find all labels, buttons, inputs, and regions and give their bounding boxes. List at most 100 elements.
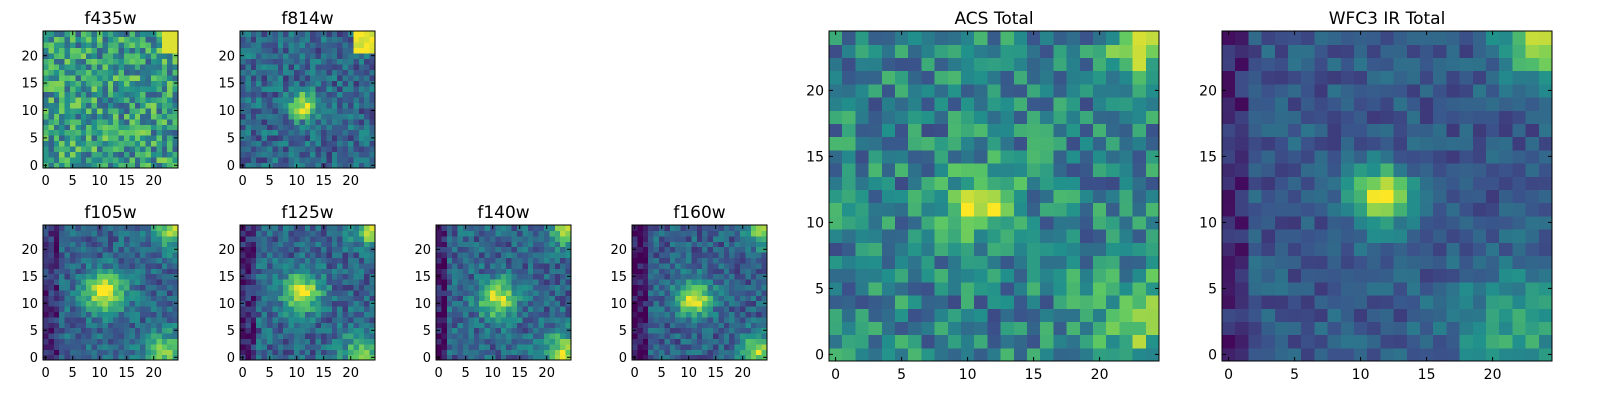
heatmap-cell: [118, 36, 125, 43]
heatmap-cell: [734, 252, 741, 258]
heatmap-cell: [288, 289, 295, 296]
heatmap-cell: [53, 252, 60, 258]
heatmap-cell: [113, 311, 120, 318]
heatmap-cell: [250, 36, 257, 43]
heatmap-cell: [1093, 229, 1107, 243]
heatmap-cell: [549, 354, 556, 361]
heatmap-cell: [1420, 321, 1434, 336]
heatmap-cell: [364, 225, 371, 231]
heatmap-cell: [549, 311, 556, 318]
heatmap-cell: [59, 102, 66, 109]
y-tick-label: 10: [414, 297, 431, 312]
heatmap-cell: [59, 338, 66, 345]
heatmap-cell: [250, 268, 257, 275]
heatmap-cell: [348, 36, 354, 43]
heatmap-cell: [484, 252, 491, 258]
heatmap-cell: [1301, 149, 1315, 164]
heatmap-cell: [261, 31, 268, 38]
heatmap-cell: [1446, 176, 1461, 190]
heatmap-cell: [1472, 229, 1487, 243]
heatmap-cell: [1027, 215, 1041, 230]
heatmap-cell: [1459, 334, 1474, 349]
heatmap-cell: [107, 279, 114, 285]
heatmap-cell: [97, 146, 103, 153]
heatmap-cell: [272, 52, 279, 59]
heatmap-cell: [1093, 255, 1107, 270]
heatmap-cell: [310, 52, 317, 59]
heatmap-cell: [533, 284, 540, 291]
heatmap-cell: [91, 107, 98, 114]
heatmap-cell: [102, 327, 109, 334]
heatmap-cell: [560, 268, 567, 275]
heatmap-cell: [97, 41, 103, 49]
heatmap-cell: [59, 230, 66, 237]
heatmap-cell: [934, 189, 949, 204]
heatmap-cell: [364, 52, 371, 59]
heatmap-cell: [240, 140, 246, 147]
heatmap-cell: [734, 327, 741, 334]
heatmap-cell: [91, 262, 98, 269]
heatmap-cell: [1145, 268, 1160, 283]
heatmap-cell: [337, 146, 344, 153]
heatmap-cell: [156, 162, 163, 169]
heatmap-cell: [527, 333, 534, 339]
heatmap-cell: [538, 262, 545, 269]
heatmap-cell: [267, 311, 273, 318]
heatmap-cell: [267, 289, 273, 296]
heatmap-cell: [1053, 176, 1068, 190]
heatmap-cell: [315, 268, 322, 275]
heatmap-cell: [713, 300, 719, 307]
heatmap-cell: [756, 268, 763, 275]
heatmap-cell: [468, 241, 475, 248]
heatmap-cell: [102, 52, 109, 59]
heatmap-cell: [358, 91, 365, 98]
heatmap-cell: [473, 268, 480, 275]
heatmap-cell: [134, 333, 141, 339]
heatmap-cell: [358, 140, 365, 147]
heatmap-cell: [565, 235, 572, 242]
heatmap-cell: [70, 279, 76, 285]
heatmap-cell: [1132, 295, 1147, 309]
heatmap-cell: [294, 47, 300, 54]
heatmap-cell: [1235, 149, 1249, 164]
heatmap-cell: [167, 107, 174, 114]
heatmap-cell: [91, 140, 98, 147]
heatmap-cell: [522, 268, 529, 275]
heatmap-cell: [538, 257, 545, 264]
heatmap-cell: [637, 257, 644, 264]
heatmap-cell: [53, 151, 60, 158]
heatmap-cell: [156, 91, 163, 98]
heatmap-cell: [315, 91, 322, 98]
heatmap-cell: [1274, 215, 1289, 230]
heatmap-cell: [1132, 242, 1147, 256]
heatmap-cell: [713, 338, 719, 345]
heatmap-cell: [172, 257, 179, 264]
heatmap-cell: [283, 52, 290, 59]
heatmap-cell: [97, 113, 103, 120]
heatmap-cell: [70, 273, 76, 280]
heatmap-cell: [342, 85, 349, 92]
heatmap-cell: [669, 279, 676, 285]
heatmap-cell: [473, 327, 480, 334]
heatmap-cell: [881, 31, 896, 45]
heatmap-cell: [364, 157, 371, 164]
heatmap-cell: [1093, 83, 1107, 98]
heatmap-cell: [288, 135, 295, 142]
heatmap-cell: [331, 284, 338, 291]
heatmap-cell: [740, 241, 746, 248]
heatmap-cell: [463, 316, 469, 323]
heatmap-cell: [1459, 268, 1474, 283]
heatmap-cell: [304, 162, 311, 169]
heatmap-cell: [337, 235, 344, 242]
heatmap-cell: [691, 273, 698, 280]
heatmap-cell: [97, 333, 103, 339]
heatmap-cell: [288, 230, 295, 237]
heatmap-cell: [86, 273, 93, 280]
heatmap-cell: [353, 338, 360, 345]
heatmap-cell: [256, 69, 263, 76]
heatmap-cell: [358, 102, 365, 109]
heatmap-cell: [506, 327, 513, 334]
heatmap-cell: [947, 229, 962, 243]
heatmap-cell: [331, 113, 338, 120]
heatmap-cell: [124, 322, 130, 329]
